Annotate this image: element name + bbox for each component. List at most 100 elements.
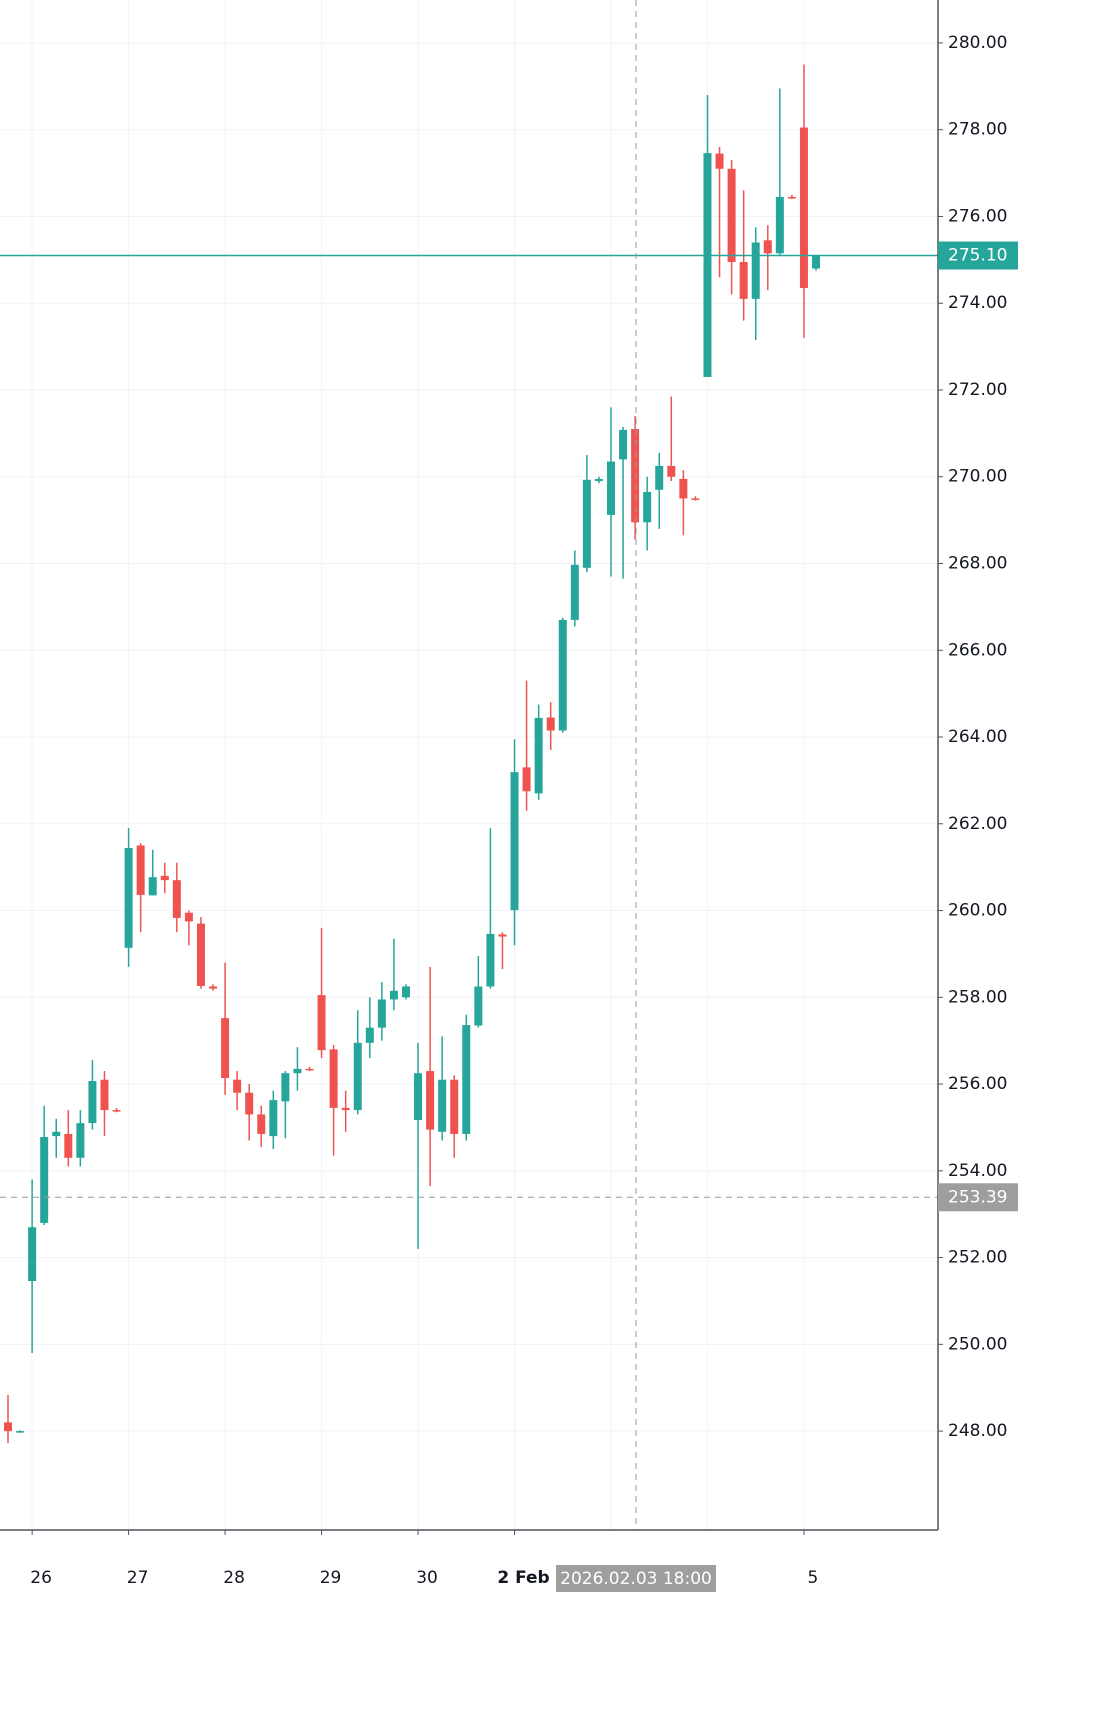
candle-body (172, 880, 181, 918)
y-tick-label: 272.00 (948, 380, 1007, 400)
candle-body (751, 242, 760, 299)
x-tick-label: 28 (223, 1568, 245, 1588)
candle-body (148, 877, 157, 896)
candle-body (414, 1073, 423, 1121)
crosshair-time-label: 2026.02.03 18:00 (560, 1569, 712, 1589)
candle-body (582, 479, 591, 568)
crosshair-price-box (938, 1183, 1018, 1212)
y-tick-label: 256.00 (948, 1074, 1007, 1094)
candle-body (40, 1136, 49, 1223)
y-tick-label: 248.00 (948, 1421, 1007, 1441)
candle-body (426, 1071, 435, 1130)
candle-body (775, 196, 784, 254)
candle-body (679, 478, 688, 499)
candle-body (76, 1123, 85, 1158)
candle-body (787, 196, 796, 199)
x-tick-label: 27 (127, 1568, 149, 1588)
candle-body (534, 717, 543, 794)
crosshair-price-label: 253.39 (948, 1187, 1007, 1207)
x-tick-label: 29 (320, 1568, 342, 1588)
candle-body (607, 461, 615, 515)
candle-body (667, 465, 676, 477)
candle-body (112, 1110, 121, 1112)
candle-body (184, 912, 193, 922)
candle-body (245, 1092, 254, 1115)
y-tick-label: 260.00 (948, 901, 1007, 921)
x-tick-label: 5 (808, 1568, 819, 1588)
candle-body (341, 1107, 350, 1111)
y-tick-label: 258.00 (948, 987, 1007, 1007)
candle-body (136, 845, 145, 895)
candle-body (498, 934, 507, 937)
y-tick-label: 250.00 (948, 1334, 1007, 1354)
candle-body (317, 995, 326, 1051)
candle-body (64, 1133, 73, 1158)
candle-body (643, 491, 652, 523)
x-tick-label: 30 (416, 1568, 438, 1588)
y-tick-label: 280.00 (948, 33, 1007, 53)
candle-body (401, 986, 410, 998)
candle-body (558, 619, 567, 731)
candle-body (257, 1114, 266, 1134)
candle-body (209, 986, 218, 989)
candle-body (438, 1079, 447, 1132)
y-tick-label: 276.00 (948, 206, 1007, 226)
candle-body (281, 1073, 290, 1102)
y-tick-label: 262.00 (948, 814, 1007, 834)
candle-body (486, 933, 495, 987)
candle-body (546, 717, 555, 731)
candle-body (4, 1422, 12, 1432)
candle-body (52, 1131, 61, 1137)
candle-body (365, 1027, 374, 1043)
x-tick-label: 2 Feb (497, 1568, 549, 1588)
candle-body (812, 255, 821, 269)
candle-body (233, 1079, 242, 1093)
candle-body (474, 986, 483, 1026)
candle-body (619, 429, 628, 460)
candle-body (594, 478, 603, 482)
candle-body (124, 848, 133, 948)
candle-body (353, 1042, 362, 1111)
candle-body (703, 153, 712, 377)
candle-body (510, 772, 519, 911)
candle-body (450, 1079, 459, 1134)
candle-body (522, 767, 531, 792)
candle-body (799, 127, 808, 289)
y-tick-label: 278.00 (948, 120, 1007, 140)
candle-body (570, 564, 579, 620)
y-tick-label: 270.00 (948, 467, 1007, 487)
candle-body (389, 990, 398, 1000)
candle-body (16, 1431, 25, 1433)
candle-body (221, 1018, 230, 1078)
candle-body (462, 1025, 471, 1134)
candle-body (631, 429, 640, 523)
y-tick-label: 254.00 (948, 1161, 1007, 1181)
candle-body (269, 1100, 278, 1137)
crosshair-time-box (556, 1565, 716, 1592)
candle-body (715, 153, 724, 169)
candle-body (691, 498, 700, 500)
candle-body (196, 923, 205, 987)
candle-body (305, 1068, 314, 1071)
last-price-label: 275.10 (948, 246, 1007, 266)
candle-body (377, 999, 386, 1028)
candle-body (763, 240, 772, 254)
candle-body (739, 262, 748, 299)
last-price-box (938, 241, 1018, 270)
y-tick-label: 266.00 (948, 640, 1007, 660)
y-tick-label: 264.00 (948, 727, 1007, 747)
candle-body (655, 465, 664, 490)
y-tick-label: 274.00 (948, 293, 1007, 313)
candle-body (88, 1081, 97, 1124)
candle-body (160, 875, 169, 881)
candle-body (293, 1068, 302, 1074)
x-tick-label: 26 (30, 1568, 52, 1588)
candle-body (28, 1227, 37, 1282)
candle-body (329, 1049, 338, 1108)
y-tick-label: 268.00 (948, 554, 1007, 574)
candle-body (100, 1079, 109, 1111)
candle-body (727, 168, 736, 263)
y-tick-label: 252.00 (948, 1248, 1007, 1268)
